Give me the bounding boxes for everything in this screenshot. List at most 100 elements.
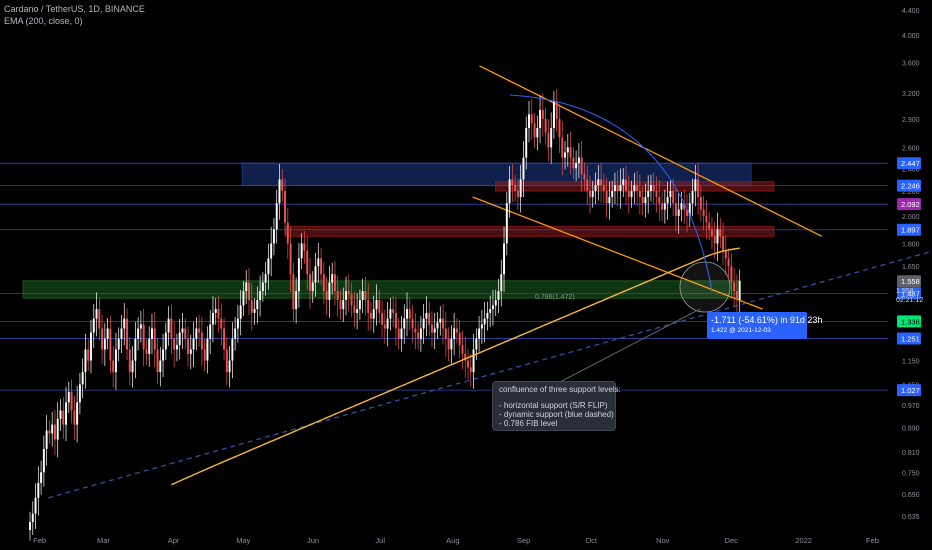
candle-body: [541, 109, 544, 119]
candle-body: [87, 349, 90, 361]
candle-body: [528, 114, 530, 128]
candle-body: [214, 309, 217, 313]
candle-body: [672, 191, 675, 204]
candle-body: [580, 157, 583, 174]
candle-body: [148, 338, 151, 354]
y-tick-label: 2.600: [902, 145, 920, 152]
candle-body: [464, 353, 467, 361]
symbol-title: Cardano / TetherUS, 1D, BINANCE: [4, 4, 145, 14]
candle-body: [469, 367, 472, 373]
candle-body: [727, 258, 730, 267]
candle-body: [275, 203, 278, 230]
price-badge-label: 1.897: [901, 226, 920, 235]
candle-body: [48, 430, 51, 434]
candle-body: [386, 318, 389, 329]
candle-body: [392, 309, 395, 313]
candle-body: [37, 482, 40, 498]
candle-body: [583, 173, 586, 180]
price-badge-label: 2.092: [901, 200, 920, 209]
candle-body: [417, 332, 420, 339]
indicator-title: EMA (200, close, 0): [4, 16, 83, 26]
candle-body: [564, 152, 566, 158]
candle-body: [253, 309, 256, 313]
candle-body: [611, 191, 614, 198]
candle-body: [544, 118, 547, 133]
candle-body: [364, 291, 367, 300]
candle-body: [170, 318, 173, 339]
candle-body: [724, 250, 727, 259]
candle-body: [625, 179, 627, 192]
candle-body: [142, 324, 145, 350]
candle-body: [641, 197, 644, 204]
candle-body: [397, 328, 400, 339]
candle-body: [156, 349, 159, 373]
candle-body: [555, 101, 558, 119]
candle-body: [217, 309, 220, 319]
x-tick-label: Mar: [97, 536, 110, 545]
candle-body: [259, 291, 262, 300]
candle-body: [59, 410, 62, 419]
candle-body: [600, 179, 603, 186]
candle-body: [722, 236, 725, 251]
price-badge: [897, 332, 921, 345]
candle-body: [220, 318, 223, 329]
candle-body: [450, 338, 453, 350]
candle-body: [716, 229, 719, 244]
candle-body: [281, 179, 284, 192]
candle-body: [530, 114, 533, 124]
candle-body: [461, 345, 464, 354]
candle-body: [109, 328, 112, 361]
candle-body: [248, 282, 250, 300]
price-badge: [897, 223, 921, 236]
candle-body: [151, 328, 153, 339]
candle-body: [663, 203, 666, 210]
candle-body: [123, 318, 126, 329]
annotation-callout[interactable]: confluence of three support levels: - ho…: [492, 381, 621, 431]
candle-body: [400, 328, 403, 339]
candle-body: [630, 191, 633, 198]
candle-body: [225, 349, 228, 373]
candle-body: [45, 430, 48, 449]
candle-body: [683, 203, 686, 210]
x-tick-label: Jul: [375, 536, 385, 545]
candle-body: [211, 312, 214, 325]
candle-body: [137, 328, 140, 339]
candle-body: [250, 299, 253, 313]
x-tick-label: May: [236, 536, 250, 545]
y-tick-label: 0.690: [902, 492, 920, 499]
candle-body: [333, 274, 336, 292]
candle-body: [467, 360, 469, 368]
highlight-circle: [679, 261, 731, 313]
y-tick-label: 1.150: [902, 359, 920, 366]
price-badge: [897, 179, 921, 192]
callout-line: - dynamic support (blue dashed): [499, 410, 614, 419]
candle-body: [331, 274, 334, 283]
candle-body: [203, 349, 206, 361]
candle-body: [228, 360, 231, 373]
y-tick-label: 4.000: [902, 33, 920, 40]
candle-body: [508, 179, 511, 204]
candle-body: [342, 299, 345, 310]
candle-body: [223, 328, 226, 350]
candle-body: [65, 402, 68, 425]
x-tick-label: Jun: [307, 536, 319, 545]
candle-body: [394, 312, 397, 329]
candle-body: [475, 338, 478, 350]
candle-body: [577, 157, 580, 163]
candle-body: [674, 203, 677, 216]
trendline: [479, 65, 823, 237]
candle-body: [478, 328, 481, 339]
candle-body: [295, 291, 298, 310]
candle-body: [658, 197, 661, 204]
measure-sub: 1.422 @ 2021-12-03: [711, 327, 771, 334]
candle-body: [425, 312, 428, 319]
candle-body: [256, 299, 259, 310]
candle-body: [297, 258, 300, 292]
trendline: [472, 196, 763, 310]
candle-body: [167, 318, 170, 333]
measure-label[interactable]: -1.711 (-54.61%) in 91d 23h 1.422 @ 2021…: [707, 312, 822, 339]
callout-title: confluence of three support levels:: [499, 385, 621, 394]
candle-body: [84, 349, 87, 373]
candle-body: [112, 360, 115, 373]
